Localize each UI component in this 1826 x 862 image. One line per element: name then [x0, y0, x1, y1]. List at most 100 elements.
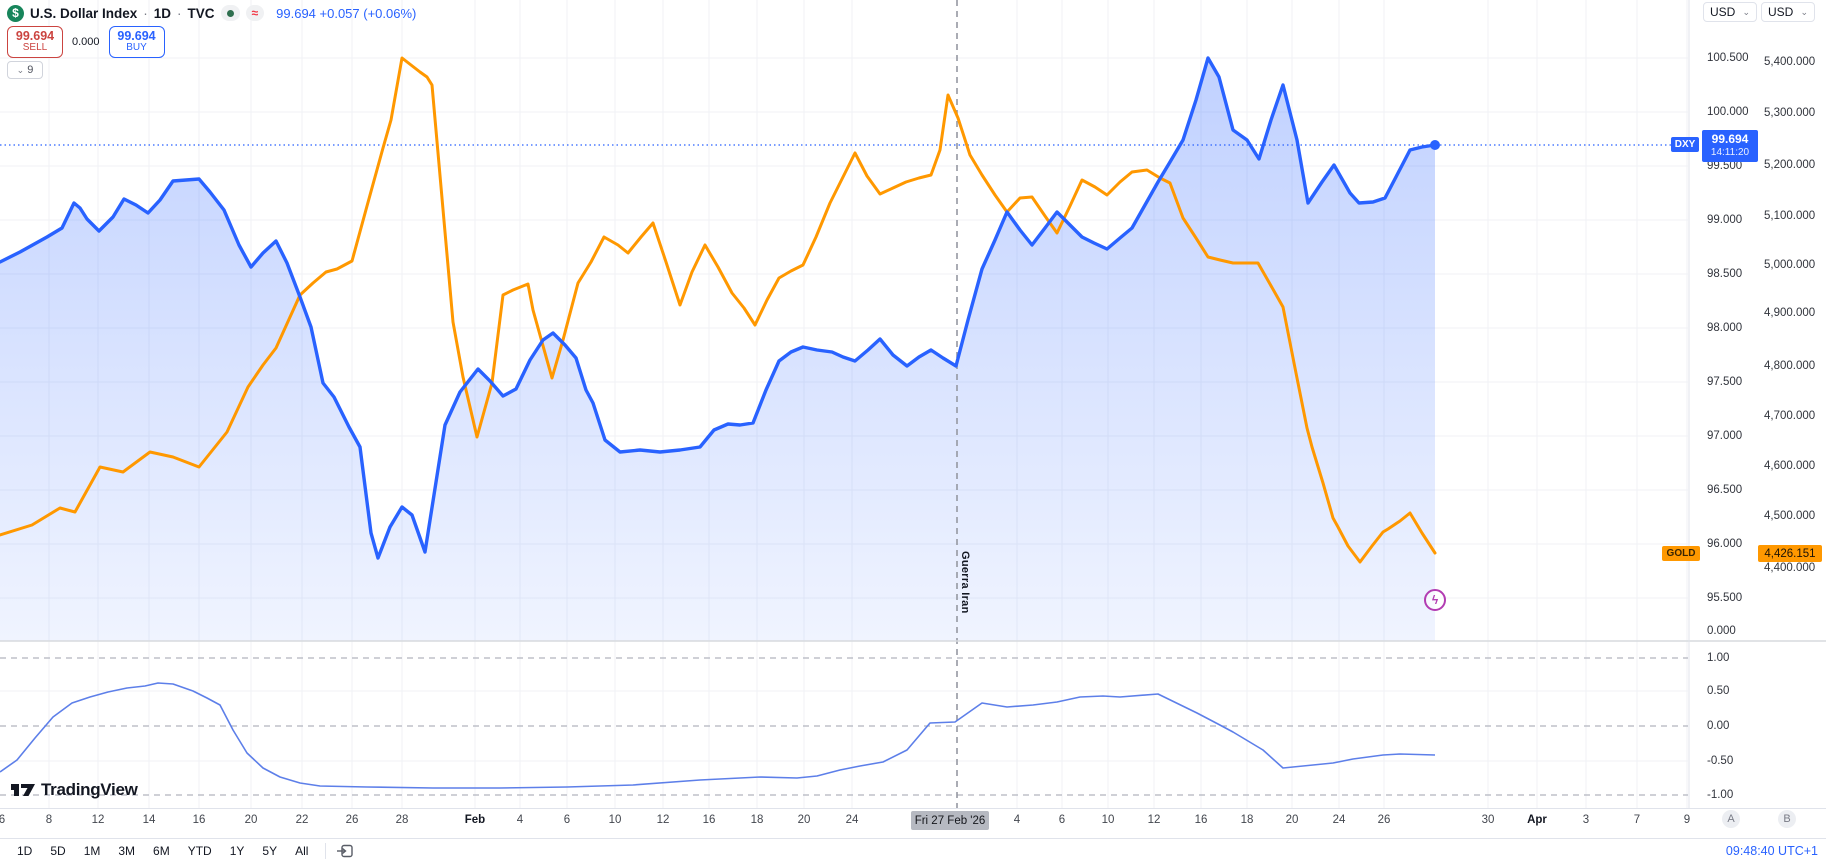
- time-tick-label: 10: [1101, 814, 1115, 826]
- range-all-button[interactable]: All: [295, 844, 309, 858]
- title-separator: ·: [177, 5, 182, 21]
- symbol-header: $ U.S. Dollar Index · 1D · TVC ≈ 99.694 …: [7, 3, 416, 23]
- range-point-a-button[interactable]: A: [1722, 810, 1740, 828]
- time-tick-label: 8: [45, 814, 53, 826]
- dxy-last-price-dot: [1430, 140, 1440, 150]
- chevron-down-icon: ⌄: [16, 65, 25, 75]
- exchange-label[interactable]: TVC: [187, 5, 215, 21]
- time-tick-label: 16: [702, 814, 716, 826]
- tradingview-logo-text: TradingView: [41, 780, 138, 799]
- correlation-line-series: [0, 682, 1436, 789]
- time-tick-label: Feb: [464, 814, 486, 826]
- time-tick-label: 10: [608, 814, 622, 826]
- time-tick-label: 30: [1481, 814, 1495, 826]
- interval-label[interactable]: 1D: [153, 5, 172, 21]
- indicator-tick-label: 1.00: [1707, 652, 1730, 664]
- tradingview-logo[interactable]: TradingView: [10, 778, 138, 802]
- time-tick-label: 26: [345, 814, 359, 826]
- time-tick-label: 7: [1633, 814, 1641, 826]
- currency-select-value: USD: [1710, 5, 1736, 19]
- vertical-line-note-label[interactable]: Guerra Iran: [959, 551, 971, 614]
- time-tick-label: 6: [563, 814, 571, 826]
- legend-count: 9: [27, 64, 34, 76]
- time-tick-label: 26: [1377, 814, 1391, 826]
- time-tick-label: 20: [797, 814, 811, 826]
- time-tick-label: 12: [91, 814, 105, 826]
- price-tick-label: 100.000: [1707, 106, 1749, 118]
- time-axis-border: [0, 808, 1826, 809]
- last-price-quote: 99.694 +0.057 (+0.06%): [276, 5, 417, 21]
- sell-label: SELL: [22, 42, 48, 53]
- currency-select-dxy[interactable]: USD ⌄: [1703, 2, 1757, 22]
- gold-axis-pill: GOLD: [1662, 546, 1700, 561]
- market-status-dot-icon: [226, 9, 234, 17]
- range-ytd-button[interactable]: YTD: [187, 844, 212, 858]
- indicator-tick-label: -1.00: [1707, 789, 1734, 801]
- range-6m-button[interactable]: 6M: [153, 844, 170, 858]
- go-to-date-icon[interactable]: [336, 842, 354, 860]
- date-range-switcher: 1D 5D 1M 3M 6M YTD 1Y 5Y All: [10, 842, 354, 860]
- price-tick-label: 99.000: [1707, 214, 1743, 226]
- range-1m-button[interactable]: 1M: [83, 844, 101, 858]
- symbol-name[interactable]: U.S. Dollar Index: [30, 5, 138, 21]
- price-tick-label: 4,600.000: [1764, 460, 1816, 472]
- range-1d-button[interactable]: 1D: [17, 844, 33, 858]
- crosshair-date-badge: Fri 27 Feb '26: [911, 811, 989, 830]
- price-tick-label: 97.500: [1707, 376, 1743, 388]
- price-tick-label: 5,300.000: [1764, 107, 1816, 119]
- range-5d-button[interactable]: 5D: [50, 844, 66, 858]
- buy-label: BUY: [126, 42, 147, 53]
- time-tick-label: 12: [1147, 814, 1161, 826]
- time-tick-label: 20: [1285, 814, 1299, 826]
- range-1y-button[interactable]: 1Y: [229, 844, 245, 858]
- range-point-b-button[interactable]: B: [1778, 810, 1796, 828]
- price-tick-label: 99.500: [1707, 160, 1743, 172]
- price-tick-label: 4,800.000: [1764, 360, 1816, 372]
- time-tick-label: 9: [1683, 814, 1691, 826]
- tradingview-logo-icon: [11, 784, 35, 796]
- time-tick-label: 16: [1194, 814, 1208, 826]
- range-3m-button[interactable]: 3M: [118, 844, 136, 858]
- gold-line-series: [0, 56, 1437, 564]
- time-tick-label: 4: [1013, 814, 1021, 826]
- time-tick-label: 18: [750, 814, 764, 826]
- legend-collapsed-toggle[interactable]: ⌄ 9: [7, 61, 43, 79]
- toolbar-divider: [325, 843, 327, 859]
- dxy-last-price: 99.694: [1711, 132, 1749, 146]
- title-separator: ·: [143, 5, 148, 21]
- time-tick-label: 3: [1582, 814, 1590, 826]
- dxy-area-fill: [0, 58, 1435, 641]
- range-5y-button[interactable]: 5Y: [262, 844, 278, 858]
- dxy-bar-countdown: 14:11:20: [1710, 147, 1750, 158]
- currency-select-value: USD: [1768, 5, 1794, 19]
- time-tick-label: 4: [516, 814, 524, 826]
- currency-select-gold[interactable]: USD ⌄: [1761, 2, 1815, 22]
- sell-button[interactable]: 99.694 SELL: [7, 26, 63, 58]
- delayed-data-pill[interactable]: ≈: [245, 5, 265, 21]
- time-tick-label: 24: [845, 814, 859, 826]
- dxy-line-series: [0, 56, 1437, 560]
- dxy-axis-pill: DXY: [1671, 137, 1699, 152]
- price-tick-label: 96.500: [1707, 484, 1743, 496]
- server-clock[interactable]: 09:48:40 UTC+1: [1725, 844, 1818, 858]
- price-tick-label: 100.500: [1707, 52, 1749, 64]
- price-tick-label: 5,400.000: [1764, 56, 1816, 68]
- dxy-last-price-badge: 99.694 14:11:20: [1702, 130, 1758, 162]
- time-tick-label: 28: [395, 814, 409, 826]
- buy-button[interactable]: 99.694 BUY: [108, 26, 165, 58]
- price-tick-label: 4,700.000: [1764, 410, 1816, 422]
- chevron-down-icon: ⌄: [1742, 6, 1750, 17]
- flash-reaction-marker[interactable]: ϟ: [1424, 589, 1446, 611]
- chevron-down-icon: ⌄: [1800, 6, 1808, 17]
- time-tick-label: 14: [142, 814, 156, 826]
- time-tick-label: 16: [192, 814, 206, 826]
- time-tick-label: 12: [656, 814, 670, 826]
- time-tick-label: 6: [0, 814, 6, 826]
- gold-last-price-badge: 4,426.151: [1758, 545, 1822, 562]
- spread-value: 0.000: [72, 36, 100, 48]
- price-tick-label: 98.000: [1707, 322, 1743, 334]
- time-tick-label: 22: [295, 814, 309, 826]
- market-status-pill[interactable]: [220, 5, 240, 21]
